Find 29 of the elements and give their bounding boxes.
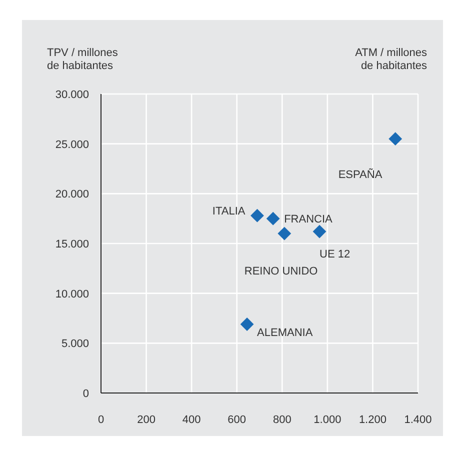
y-tick-label: 10.000 [55,288,89,300]
annotation: ESPAÑA [338,168,383,181]
x-tick-label: 600 [228,414,246,426]
x-tick-label: 800 [272,414,292,426]
x-tick-label: 400 [182,414,201,426]
annotation: ITALIA [212,206,246,218]
point [312,224,326,238]
annotation: ALEMANIA [257,327,314,340]
annotation: UE 12 [320,248,350,261]
x-tick-label: 1.000 [314,414,342,426]
x-tick-label: 1.200 [358,414,386,426]
point [388,132,402,146]
y-axis-title: TPV / millones de habitantes [47,47,118,72]
x-tick-label: 0 [98,414,104,426]
x-axis-title: ATM / millones de habitantes [355,47,428,72]
point [266,212,280,226]
point [278,226,292,240]
x-tick-label: 200 [137,414,156,426]
y-tick-label: 20.000 [55,188,89,201]
y-tick-label: 5.000 [61,338,89,350]
x-tick-label: 1.400 [404,414,432,426]
point [250,208,264,222]
y-tick-label: 25.000 [55,138,89,151]
point [240,318,254,331]
y-tick-label: 30.000 [55,89,89,101]
y-tick-label: 0 [82,388,89,400]
annotation: REINO UNIDO [244,266,318,278]
annotation: FRANCIA [284,214,334,226]
y-tick-label: 15.000 [55,238,89,250]
